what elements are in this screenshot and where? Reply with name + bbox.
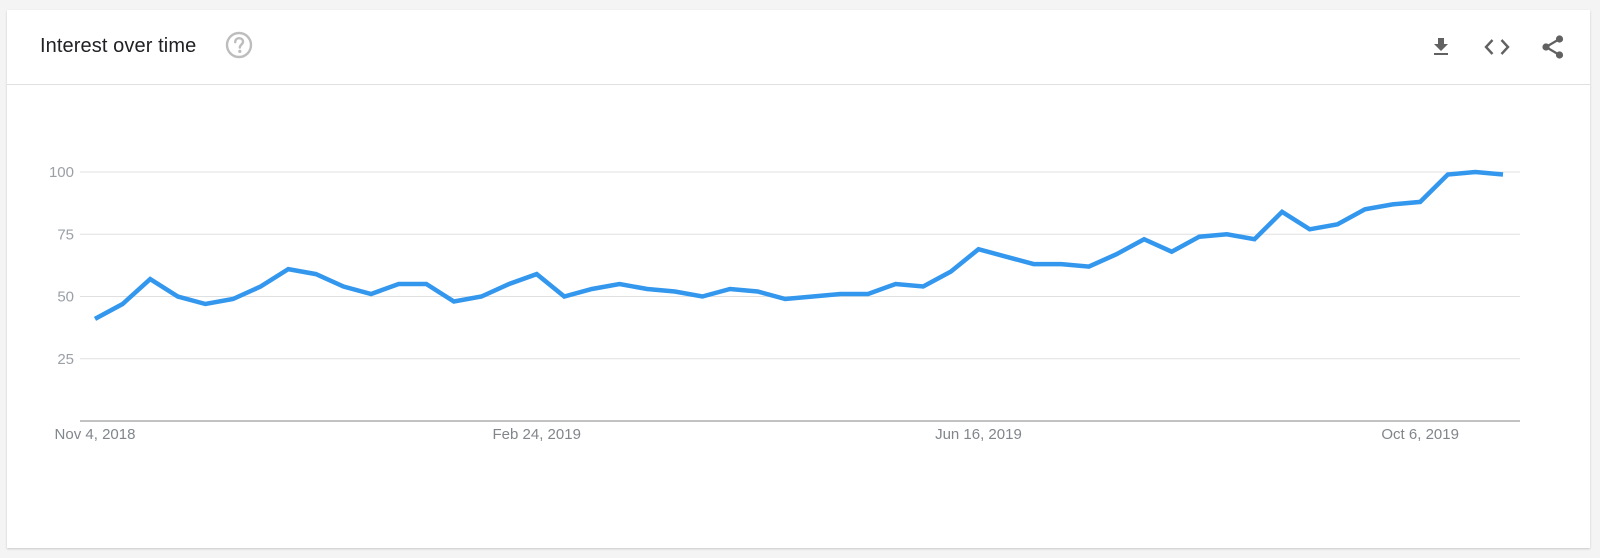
code-icon: [1484, 39, 1510, 55]
share-button[interactable]: [1536, 30, 1570, 64]
data-point: [397, 282, 401, 286]
data-point: [148, 277, 152, 281]
y-tick-label: 100: [49, 164, 74, 181]
data-point: [535, 272, 539, 276]
data-point: [700, 295, 704, 299]
data-point: [562, 295, 566, 299]
y-tick-label: 50: [57, 289, 74, 306]
x-tick-label: Oct 6, 2019: [1381, 426, 1459, 443]
data-point: [1335, 222, 1339, 226]
data-point: [1363, 207, 1367, 211]
data-point: [673, 290, 677, 294]
card-title: Interest over time: [40, 35, 197, 57]
line-chart: 25 50 75 100 Nov 4, 2018 Feb 24, 2019 Jun 16, …: [49, 164, 1520, 443]
interest-over-time-card: Interest over time: [7, 10, 1590, 548]
data-point: [949, 270, 953, 274]
chart-area: 25 50 75 100 Nov 4, 2018 Feb 24, 2019 Jun 16, …: [7, 85, 1590, 548]
data-point: [838, 292, 842, 296]
data-point: [1446, 172, 1450, 176]
data-point: [1004, 255, 1008, 259]
data-point: [286, 267, 290, 271]
data-point: [645, 287, 649, 291]
data-point: [203, 302, 207, 306]
data-point: [1197, 235, 1201, 239]
data-point: [93, 317, 97, 321]
data-point: [1142, 237, 1146, 241]
data-point: [894, 282, 898, 286]
embed-button[interactable]: [1480, 30, 1514, 64]
data-point: [728, 287, 732, 291]
share-icon: [1542, 35, 1564, 59]
download-button[interactable]: [1424, 30, 1458, 64]
data-point: [507, 282, 511, 286]
data-point: [121, 302, 125, 306]
data-point: [176, 295, 180, 299]
y-tick-label: 75: [57, 226, 74, 243]
series-line: [93, 169, 1504, 321]
x-tick-label: Jun 16, 2019: [935, 426, 1022, 443]
data-point: [1473, 170, 1477, 174]
data-point: [1308, 227, 1312, 231]
data-point: [314, 272, 318, 276]
data-point: [480, 295, 484, 299]
data-point: [1253, 237, 1257, 241]
data-point: [866, 292, 870, 296]
data-point: [1418, 200, 1422, 204]
data-point: [590, 287, 594, 291]
data-point: [1170, 250, 1174, 254]
data-point: [259, 285, 263, 289]
card-header: Interest over time: [7, 10, 1590, 85]
data-point: [341, 285, 345, 289]
data-point: [231, 297, 235, 301]
data-point: [1059, 262, 1063, 266]
data-point: [369, 292, 373, 296]
data-point: [1280, 210, 1284, 214]
data-point: [1087, 265, 1091, 269]
data-point: [424, 282, 428, 286]
data-point: [1114, 252, 1118, 256]
x-tick-label: Nov 4, 2018: [55, 426, 136, 443]
header-actions: [1424, 30, 1570, 64]
data-point: [1501, 172, 1505, 176]
data-point: [976, 247, 980, 251]
data-point: [618, 282, 622, 286]
x-tick-label: Feb 24, 2019: [493, 426, 581, 443]
data-point: [1225, 232, 1229, 236]
download-icon: [1434, 38, 1448, 55]
data-point: [1391, 202, 1395, 206]
data-point: [921, 285, 925, 289]
data-point: [811, 295, 815, 299]
help-circle-icon[interactable]: [225, 31, 253, 59]
data-point: [783, 297, 787, 301]
data-point: [756, 290, 760, 294]
data-point: [1032, 262, 1036, 266]
y-tick-label: 25: [57, 351, 74, 368]
data-point: [452, 299, 456, 303]
